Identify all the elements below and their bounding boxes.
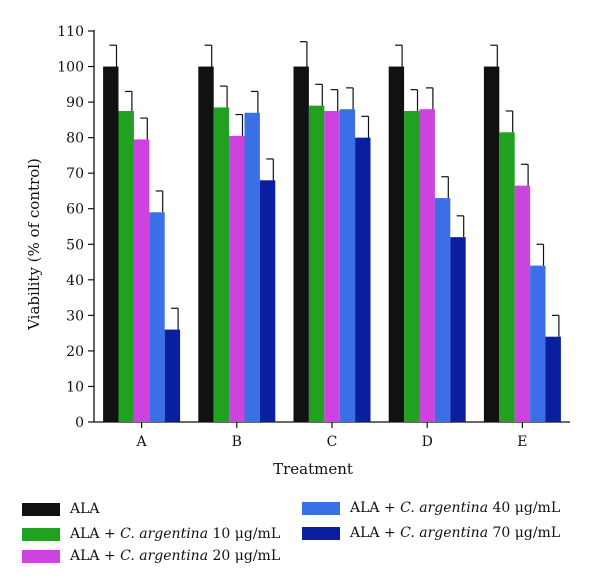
bar <box>324 110 340 423</box>
bar <box>118 110 134 423</box>
y-tick-label: 110 <box>57 24 84 40</box>
bar <box>149 212 165 422</box>
x-tick-label: C <box>327 434 338 450</box>
x-tick-label: D <box>422 434 433 450</box>
bar <box>545 336 561 422</box>
bar <box>530 265 546 422</box>
y-axis-title: Viability (% of control) <box>25 158 43 331</box>
bar <box>293 66 309 422</box>
bar <box>483 66 500 422</box>
x-tick-label: B <box>232 434 242 450</box>
bar <box>419 109 435 422</box>
y-tick-label: 60 <box>66 202 84 218</box>
y-tick-label: 20 <box>66 344 84 360</box>
y-tick-label: 80 <box>66 131 84 147</box>
bar <box>308 105 325 423</box>
bar <box>388 66 405 422</box>
x-tick-label: A <box>136 434 148 450</box>
y-tick-label: 40 <box>66 273 84 289</box>
y-tick-label: 100 <box>57 60 84 76</box>
y-tick-label: 0 <box>75 415 84 431</box>
x-tick-label: E <box>517 434 527 450</box>
y-tick-label: 30 <box>66 308 84 324</box>
bar <box>198 66 214 422</box>
bar <box>133 139 150 422</box>
bar <box>213 107 230 422</box>
y-tick-label: 50 <box>66 237 84 253</box>
y-tick-label: 70 <box>66 166 84 182</box>
bar <box>244 112 260 422</box>
y-tick-label: 90 <box>66 95 84 111</box>
bar <box>404 110 420 423</box>
bar <box>259 180 276 422</box>
bar <box>229 135 245 423</box>
x-axis-title: Treatment <box>273 460 353 478</box>
x-axis: A B C D E <box>94 421 570 450</box>
bar <box>339 109 356 422</box>
bar <box>499 132 515 422</box>
bar <box>434 198 451 422</box>
bars <box>103 66 561 423</box>
bar <box>164 329 181 422</box>
error-bars <box>109 41 560 337</box>
bar <box>514 185 531 422</box>
bar <box>103 66 119 422</box>
y-axis: 0 10 20 30 40 50 60 70 80 90 100 110 <box>57 24 95 431</box>
y-tick-label: 10 <box>66 379 84 395</box>
bar <box>450 237 466 422</box>
bar <box>355 137 371 423</box>
